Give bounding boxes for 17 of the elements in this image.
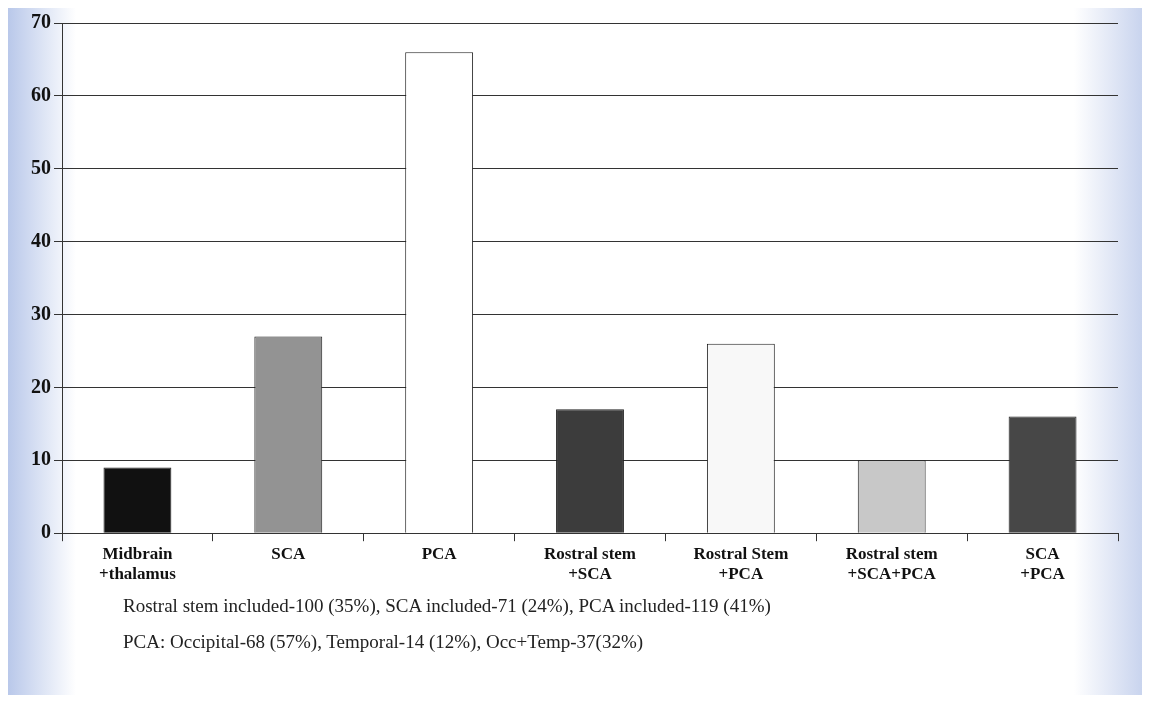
x-tick-label: SCA bbox=[271, 543, 307, 563]
y-tick-label: 0 bbox=[41, 520, 51, 543]
y-tick-label: 50 bbox=[31, 155, 51, 178]
x-tick-label: PCA bbox=[421, 543, 458, 563]
y-tick-label: 70 bbox=[31, 10, 51, 33]
x-tick-label: Rostral stem +SCA bbox=[543, 543, 637, 584]
y-tick-label: 60 bbox=[31, 83, 51, 106]
x-tick-label: Rostral Stem +PCA bbox=[693, 543, 789, 584]
y-tick-label: 10 bbox=[31, 447, 51, 470]
text: Rostral stem included-100 (35%), SCA included-71 (24%), PCA included-119 (41%) bbox=[123, 594, 772, 618]
y-tick-label: 30 bbox=[31, 301, 51, 324]
x-tick-label: Rostral stem +SCA+PCA bbox=[845, 543, 938, 584]
y-tick-label: 40 bbox=[31, 228, 51, 251]
x-tick-label: Midbrain +thalamus bbox=[99, 543, 177, 584]
x-tick-label: SCA +PCA bbox=[1020, 543, 1066, 584]
y-tick-label: 20 bbox=[31, 374, 51, 397]
text: PCA: Occipital-68 (57%), Temporal-14 (12%), Occ+Temp-37(32%) bbox=[123, 630, 645, 654]
